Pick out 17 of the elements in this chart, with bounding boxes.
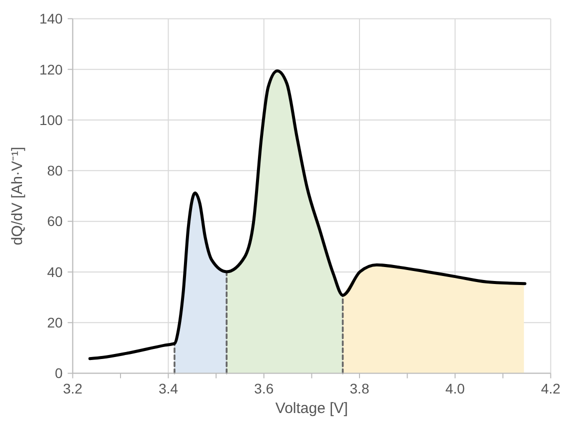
y-tick-label: 80 — [47, 162, 63, 179]
y-axis-title: dQ/dV [Ah·V⁻¹] — [9, 146, 26, 246]
y-tick-label: 40 — [47, 264, 63, 280]
x-tick-label: 3.6 — [254, 380, 274, 396]
x-tick-label: 3.2 — [62, 380, 83, 396]
y-tick-label: 100 — [39, 112, 63, 128]
line-series — [88, 69, 526, 360]
x-axis-title: Voltage [V] — [275, 400, 348, 417]
y-tick-label: 20 — [47, 314, 63, 331]
y-tick-label: 0 — [54, 365, 63, 382]
x-tick-label: 4.0 — [445, 380, 466, 396]
x-tick-label: 3.4 — [158, 380, 178, 396]
x-tick-label: 4.2 — [540, 380, 561, 396]
y-tick-label: 120 — [39, 61, 63, 78]
y-tick-label: 140 — [39, 10, 63, 27]
y-tick-label: 60 — [47, 213, 63, 230]
x-tick-label: 3.8 — [350, 380, 370, 396]
